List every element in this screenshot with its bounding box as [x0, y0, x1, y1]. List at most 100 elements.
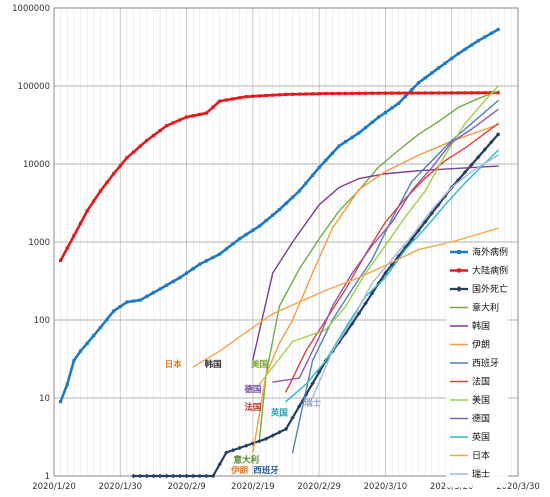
series-marker — [416, 91, 421, 95]
series-marker — [456, 91, 460, 95]
series-marker — [324, 158, 328, 162]
legend-label: 意大利 — [472, 302, 499, 314]
series-marker — [211, 255, 215, 260]
legend-marker — [456, 286, 462, 292]
series-marker — [496, 91, 500, 95]
series-marker — [257, 224, 262, 228]
series-marker — [177, 473, 183, 479]
series-marker — [316, 369, 322, 375]
series-marker — [59, 399, 63, 404]
series-marker — [118, 304, 122, 309]
series-marker — [138, 298, 142, 302]
series-marker — [470, 91, 474, 95]
series-marker — [429, 211, 435, 216]
series-marker — [131, 473, 136, 479]
x-tick-label: 2020/2/9 — [167, 482, 205, 492]
series-marker — [390, 91, 394, 95]
series-marker — [483, 35, 487, 39]
series-marker — [304, 181, 308, 185]
series-marker — [59, 258, 63, 263]
legend-label: 法国 — [472, 376, 490, 388]
series-marker — [263, 436, 269, 441]
series-marker — [430, 91, 434, 95]
series-marker — [383, 110, 388, 115]
series-marker — [184, 271, 189, 275]
series-marker — [271, 93, 275, 97]
series-marker — [85, 341, 89, 346]
legend-label: 大陆病例 — [472, 265, 508, 277]
series-marker — [463, 47, 467, 51]
series-marker — [436, 91, 441, 95]
x-tick-label: 2020/2/19 — [231, 482, 275, 492]
legend-marker — [457, 250, 461, 254]
series-marker — [144, 473, 149, 479]
series-marker — [72, 234, 76, 238]
series-marker — [118, 164, 122, 168]
series-marker — [218, 99, 222, 103]
series-marker — [317, 165, 321, 170]
series-marker — [197, 473, 203, 479]
y-tick-label: 100 — [34, 316, 50, 326]
series-marker — [450, 91, 454, 95]
series-marker — [191, 114, 195, 118]
series-marker — [224, 98, 228, 102]
series-marker — [257, 94, 262, 98]
series-marker — [489, 31, 494, 35]
series-marker — [403, 91, 407, 95]
series-marker — [297, 189, 301, 193]
series-annotation: 意大利 — [233, 454, 259, 465]
series-marker — [198, 112, 202, 116]
series-marker — [463, 91, 467, 95]
series-marker — [204, 473, 209, 479]
series-marker — [257, 438, 262, 444]
series-marker — [105, 180, 109, 184]
series-marker — [271, 213, 275, 217]
series-marker — [290, 415, 295, 420]
legend-label: 日本 — [472, 450, 490, 462]
series-marker — [462, 170, 468, 175]
series-marker — [496, 132, 500, 136]
x-tick-label: 2020/3/10 — [364, 482, 408, 492]
series-marker — [92, 333, 96, 338]
series-marker — [442, 193, 448, 199]
series-marker — [291, 92, 295, 96]
series-marker — [450, 56, 454, 61]
series-marker — [297, 92, 301, 96]
series-marker — [244, 232, 248, 237]
series-marker — [231, 97, 235, 101]
series-marker — [357, 131, 361, 135]
series-marker — [337, 144, 341, 148]
series-marker — [65, 246, 69, 250]
series-marker — [151, 473, 156, 479]
series-marker — [489, 139, 494, 145]
series-marker — [363, 301, 368, 306]
series-marker — [238, 96, 242, 100]
series-marker — [184, 115, 189, 119]
series-marker — [85, 209, 89, 213]
y-tick-label: 1000000 — [12, 4, 50, 14]
series-marker — [157, 473, 163, 479]
series-annotation: 英国 — [270, 407, 288, 418]
series-marker — [231, 242, 235, 246]
series-marker — [92, 199, 96, 203]
y-tick-label: 10000 — [23, 160, 50, 170]
series-marker — [171, 473, 176, 479]
series-marker — [443, 61, 447, 65]
series-marker — [238, 237, 242, 241]
series-marker — [410, 88, 414, 92]
series-marker — [158, 287, 162, 291]
y-tick-label: 1 — [45, 472, 50, 482]
series-marker — [224, 247, 228, 251]
legend-label: 伊朗 — [472, 339, 490, 351]
series-marker — [137, 473, 143, 479]
series-marker — [476, 91, 480, 95]
series-marker — [211, 105, 215, 109]
series-marker — [397, 91, 401, 95]
series-marker — [344, 91, 348, 96]
series-marker — [350, 135, 354, 139]
series-marker — [337, 91, 341, 96]
series-annotation: 德国 — [244, 384, 261, 395]
legend-label: 韩国 — [472, 320, 490, 332]
series-line — [272, 108, 499, 383]
